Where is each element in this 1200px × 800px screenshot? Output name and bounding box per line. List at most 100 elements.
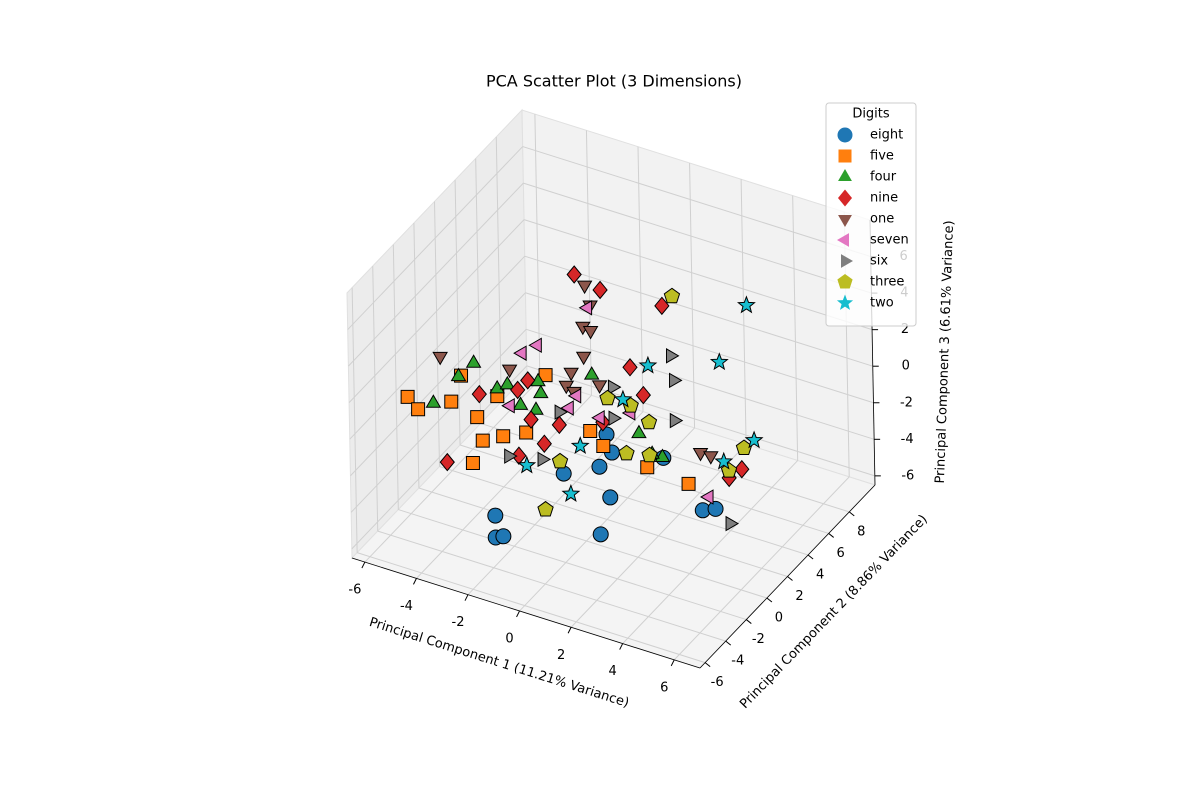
grid-line xyxy=(434,201,440,467)
tick-mark xyxy=(828,533,834,538)
y-tick-label: 0 xyxy=(775,611,783,626)
legend-marker xyxy=(837,233,849,247)
legend-label: eight xyxy=(870,128,903,143)
legend-marker xyxy=(841,254,853,268)
z-tick-label: 0 xyxy=(902,359,910,374)
grid-line xyxy=(740,179,747,445)
point xyxy=(567,388,582,404)
point xyxy=(576,280,593,295)
point xyxy=(533,384,549,399)
point xyxy=(681,476,696,491)
legend-label: nine xyxy=(870,191,898,206)
point xyxy=(583,366,600,380)
point xyxy=(501,397,515,414)
grid-line xyxy=(348,219,525,404)
point xyxy=(499,375,516,390)
tick-mark xyxy=(567,627,572,634)
tick-mark xyxy=(704,662,711,668)
point xyxy=(709,352,729,371)
point xyxy=(496,429,511,444)
legend-label: six xyxy=(870,254,888,269)
point xyxy=(487,507,504,524)
point xyxy=(551,415,567,435)
point xyxy=(602,489,619,506)
point xyxy=(591,380,608,394)
point xyxy=(591,458,608,475)
grid-line xyxy=(475,158,482,424)
point xyxy=(465,455,480,470)
point xyxy=(551,452,569,469)
legend-label: seven xyxy=(870,233,909,248)
tick-mark xyxy=(670,659,675,667)
point xyxy=(578,300,593,316)
point xyxy=(471,384,487,404)
point xyxy=(591,410,605,426)
points xyxy=(400,265,764,546)
point xyxy=(475,433,490,448)
legend-marker xyxy=(836,294,854,310)
point xyxy=(665,348,680,364)
legend-marker xyxy=(838,215,852,227)
point xyxy=(592,526,609,543)
grid-line xyxy=(637,146,644,412)
grid-line xyxy=(525,328,875,440)
point xyxy=(528,337,542,354)
point xyxy=(669,372,683,389)
point xyxy=(596,439,611,454)
point xyxy=(489,379,505,394)
x-tick-label: -2 xyxy=(452,615,465,630)
point xyxy=(592,280,608,300)
point xyxy=(570,436,590,455)
point xyxy=(537,451,552,468)
point xyxy=(560,400,574,416)
y-tick-label: 6 xyxy=(837,546,845,561)
y-tick-label: -2 xyxy=(752,632,765,647)
point xyxy=(640,413,658,430)
chart-title: PCA Scatter Plot (3 Dimensions) xyxy=(486,72,742,91)
legend-marker xyxy=(838,189,852,207)
point xyxy=(450,367,467,382)
point xyxy=(608,410,623,427)
point xyxy=(734,459,750,479)
tick-mark xyxy=(787,576,793,581)
point xyxy=(411,402,426,417)
grid-line xyxy=(526,365,875,477)
point xyxy=(495,528,512,545)
x-axis-line xyxy=(351,557,701,669)
point xyxy=(641,446,658,463)
grid-line xyxy=(347,146,524,330)
legend-marker xyxy=(837,127,853,143)
grid-line xyxy=(534,114,541,380)
grid-line xyxy=(413,223,420,489)
point xyxy=(707,500,724,517)
point xyxy=(640,460,655,475)
point xyxy=(575,351,592,366)
point xyxy=(432,351,448,366)
tick-mark xyxy=(412,578,417,585)
tick-mark xyxy=(361,561,366,569)
x-tick-label: 6 xyxy=(660,680,668,695)
series xyxy=(439,265,750,488)
point xyxy=(607,379,622,395)
tick-mark xyxy=(725,640,732,646)
grid-line xyxy=(356,552,706,664)
point xyxy=(631,424,647,439)
y-axis-line xyxy=(699,484,876,669)
point xyxy=(554,404,569,420)
point xyxy=(622,357,638,377)
point xyxy=(566,265,582,284)
grid-line xyxy=(523,219,873,331)
point xyxy=(439,452,455,472)
point xyxy=(613,389,633,408)
point xyxy=(563,367,579,382)
tick-mark xyxy=(848,511,855,517)
point xyxy=(470,410,485,425)
y-tick-label: 2 xyxy=(795,589,803,604)
grid-line xyxy=(348,182,524,367)
y-tick-label: 4 xyxy=(816,567,824,582)
grid-line xyxy=(350,328,527,513)
grid-line xyxy=(454,179,461,445)
series xyxy=(537,287,753,517)
legend-label: three xyxy=(870,275,904,290)
